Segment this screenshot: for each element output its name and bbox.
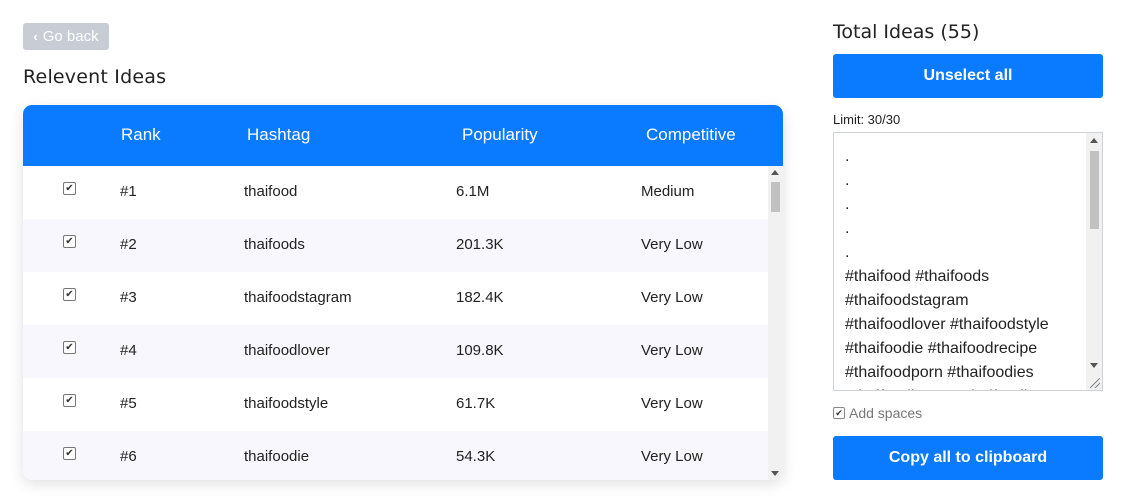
popularity-cell: 6.1M [456,183,490,200]
rank-cell: #2 [120,236,137,253]
rank-cell: #5 [120,395,137,412]
rank-cell: #3 [120,289,137,306]
row-checkbox[interactable]: ✔ [63,182,76,195]
scrollbar-thumb[interactable] [1090,151,1099,229]
go-back-button[interactable]: ‹ Go back [23,23,109,50]
go-back-label: Go back [42,28,99,45]
column-header-hashtag[interactable]: Hashtag [247,125,311,144]
competitive-cell: Very Low [641,448,703,465]
column-header-popularity[interactable]: Popularity [462,125,538,144]
rank-cell: #1 [120,183,137,200]
competitive-cell: Very Low [641,289,703,306]
hashtag-cell: thaifoodie [244,448,310,465]
rank-cell: #4 [120,342,137,359]
chevron-left-icon: ‹ [33,29,38,44]
row-checkbox[interactable]: ✔ [63,288,76,301]
column-header-rank[interactable]: Rank [121,125,161,144]
hashtags-text[interactable]: . . . . . #thaifood #thaifoods #thaifood… [845,148,1049,390]
table-scrollbar[interactable] [768,166,783,480]
column-header-competitive[interactable]: Competitive [646,125,736,144]
popularity-cell: 54.3K [456,448,496,465]
limit-label: Limit: 30/30 [833,112,901,127]
hashtag-cell: thaifoodlover [244,342,330,359]
scrollbar-thumb[interactable] [771,182,780,212]
popularity-cell: 109.8K [456,342,504,359]
hashtag-cell: thaifood [244,183,298,200]
row-checkbox[interactable]: ✔ [63,447,76,460]
textarea-scrollbar[interactable] [1086,133,1102,390]
add-spaces-checkbox[interactable]: ✔ [833,407,845,419]
table-row: ✔ #1 thaifood 6.1M Medium [23,166,768,219]
table-row: ✔ #4 thaifoodlover 109.8K Very Low [23,325,768,378]
section-title: Relevent Ideas [23,66,167,88]
copy-to-clipboard-button[interactable]: Copy all to clipboard [833,436,1103,480]
hashtag-cell: thaifoodstagram [244,289,352,306]
table-row: ✔ #2 thaifoods 201.3K Very Low [23,219,768,272]
scroll-down-icon[interactable] [771,471,779,476]
competitive-cell: Medium [641,183,695,200]
popularity-cell: 61.7K [456,395,496,412]
row-checkbox[interactable]: ✔ [63,235,76,248]
table-row: ✔ #3 thaifoodstagram 182.4K Very Low [23,272,768,325]
competitive-cell: Very Low [641,236,703,253]
add-spaces-option[interactable]: ✔ Add spaces [833,405,922,421]
table-header: Rank Hashtag Popularity Competitive [23,105,783,166]
table-body: ✔ #1 thaifood 6.1M Medium ✔ #2 thaifoods… [23,166,768,480]
ideas-table: Rank Hashtag Popularity Competitive ✔ #1… [23,105,783,480]
table-row: ✔ #6 thaifoodie 54.3K Very Low [23,431,768,480]
popularity-cell: 182.4K [456,289,504,306]
add-spaces-label: Add spaces [849,405,923,421]
resize-handle-icon[interactable] [1090,378,1100,388]
hashtag-cell: thaifoodstyle [244,395,329,412]
hashtags-textarea[interactable]: . . . . . #thaifood #thaifoods #thaifood… [833,132,1103,391]
scroll-up-icon[interactable] [771,170,779,175]
competitive-cell: Very Low [641,342,703,359]
popularity-cell: 201.3K [456,236,504,253]
row-checkbox[interactable]: ✔ [63,394,76,407]
scroll-down-icon[interactable] [1090,363,1098,368]
hashtag-cell: thaifoods [244,236,305,253]
total-ideas-title: Total Ideas (55) [833,21,980,43]
table-row: ✔ #5 thaifoodstyle 61.7K Very Low [23,378,768,431]
scroll-up-icon[interactable] [1090,138,1098,143]
unselect-all-button[interactable]: Unselect all [833,54,1103,98]
rank-cell: #6 [120,448,137,465]
row-checkbox[interactable]: ✔ [63,341,76,354]
competitive-cell: Very Low [641,395,703,412]
